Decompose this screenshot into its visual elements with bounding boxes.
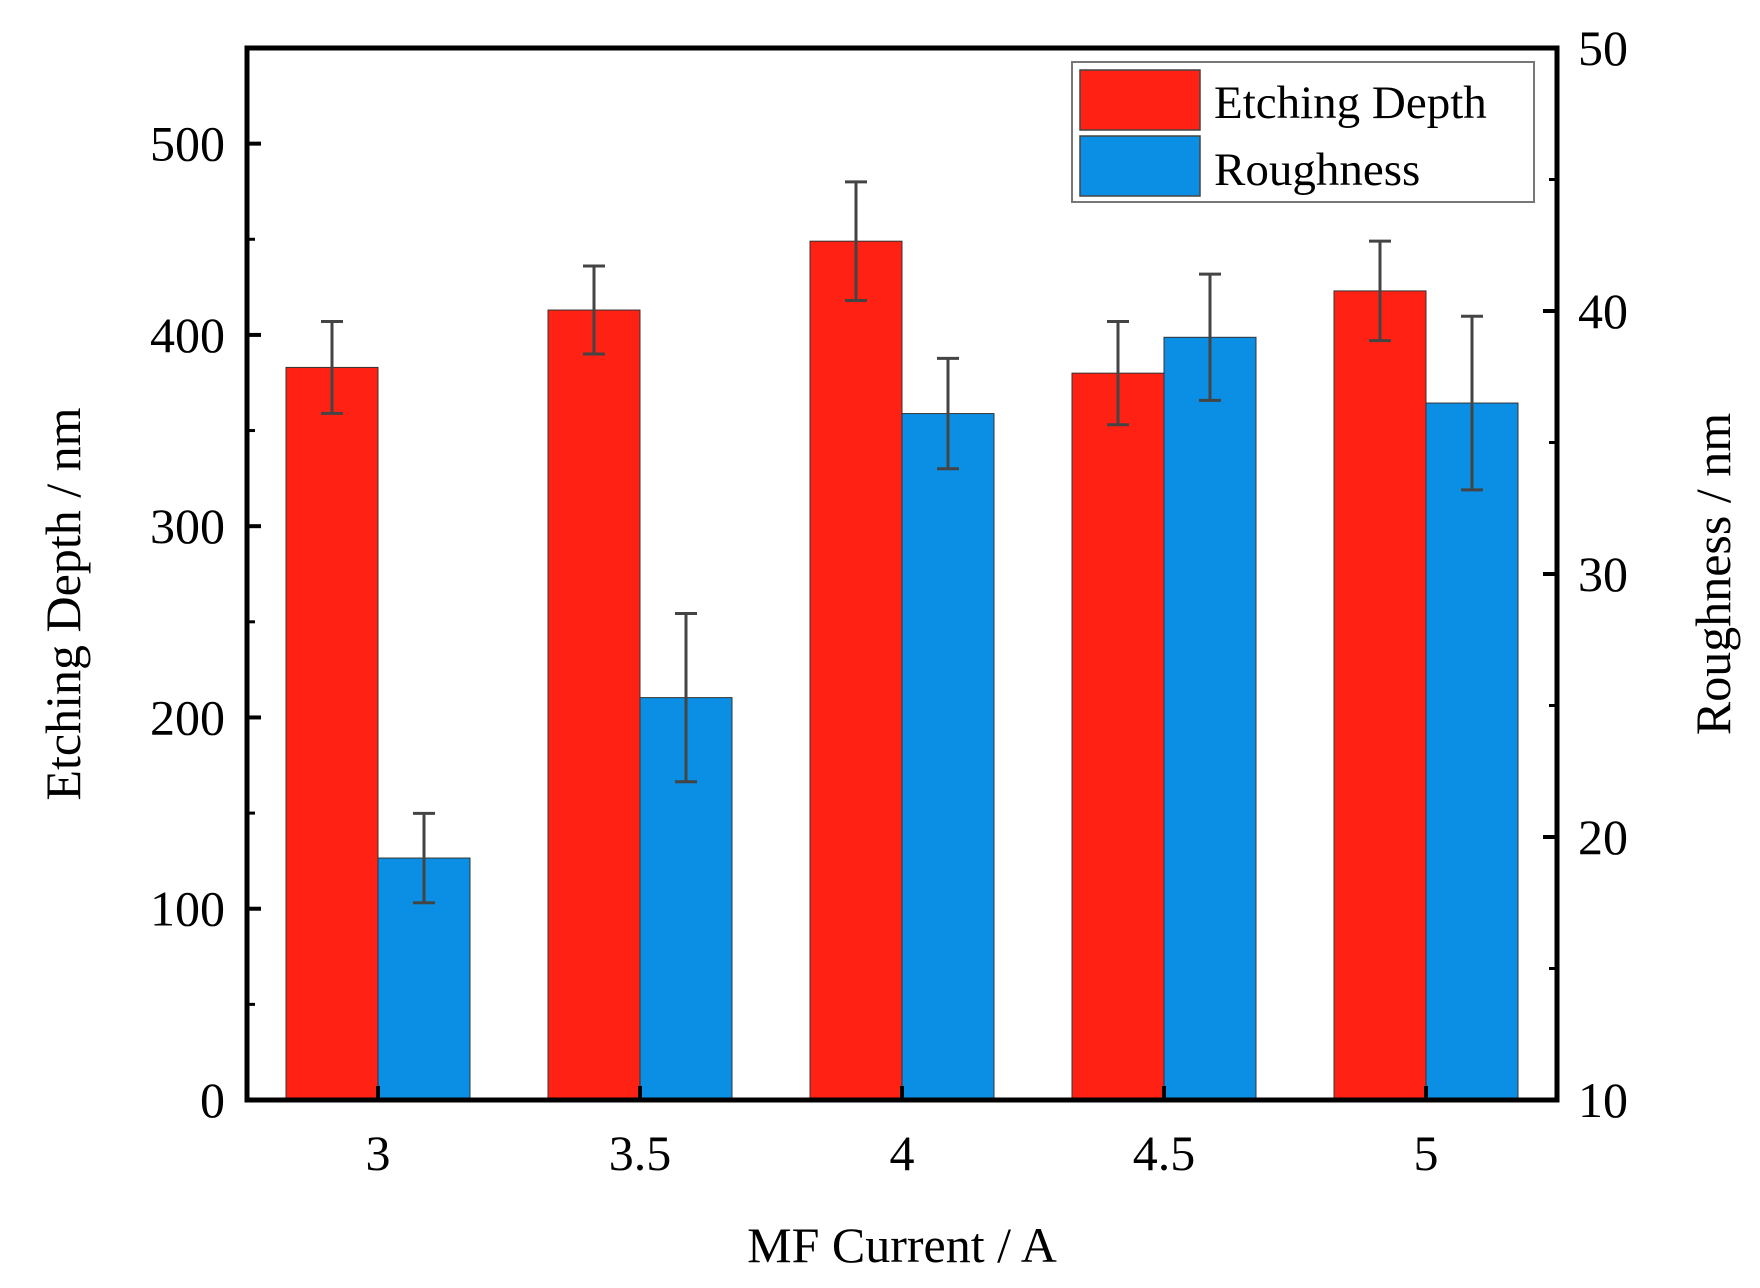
ticks-layer: 0 100 200 300 400 500 10 20 30 40 50 3 3.5 4 4.5 5 — [150, 20, 1628, 1181]
legend-swatch-roughness — [1079, 135, 1201, 197]
x-tick-label: 4 — [890, 1125, 915, 1181]
x-tick-label: 3 — [366, 1125, 391, 1181]
legend-swatch-etching-depth — [1079, 69, 1201, 131]
legend-label-roughness: Roughness — [1214, 144, 1420, 196]
left-y-tick-label: 200 — [150, 689, 225, 745]
right-y-tick-label: 20 — [1578, 809, 1628, 865]
x-axis-title: MF Current / A — [747, 1217, 1057, 1273]
x-tick-label: 5 — [1414, 1125, 1439, 1181]
right-y-tick-label: 40 — [1578, 283, 1628, 339]
etching-depth-bar — [809, 240, 903, 1101]
etching-depth-bar — [547, 309, 641, 1101]
right-y-tick-label: 10 — [1578, 1072, 1628, 1128]
bars-layer — [285, 240, 1519, 1101]
roughness-bar — [901, 413, 995, 1101]
etching-depth-bar — [1333, 290, 1427, 1101]
left-y-tick-label: 500 — [150, 116, 225, 172]
right-y-axis-title: Roughness / nm — [1685, 413, 1741, 735]
left-y-tick-label: 0 — [200, 1072, 225, 1128]
roughness-bar — [1163, 336, 1257, 1101]
right-y-tick-label: 50 — [1578, 20, 1628, 76]
etching-depth-bar — [1071, 372, 1165, 1101]
x-tick-label: 3.5 — [609, 1125, 672, 1181]
left-y-tick-label: 100 — [150, 881, 225, 937]
right-y-tick-label: 30 — [1578, 546, 1628, 602]
error-bars-layer — [321, 180, 1483, 905]
legend-label-etching-depth: Etching Depth — [1214, 77, 1487, 129]
left-y-axis-title: Etching Depth / nm — [35, 407, 91, 800]
left-y-tick-label: 400 — [150, 307, 225, 363]
legend: Etching Depth Roughness — [1071, 61, 1535, 203]
x-tick-label: 4.5 — [1133, 1125, 1196, 1181]
roughness-bar — [1425, 402, 1519, 1101]
etching-depth-bar — [285, 366, 379, 1101]
left-y-tick-label: 300 — [150, 498, 225, 554]
